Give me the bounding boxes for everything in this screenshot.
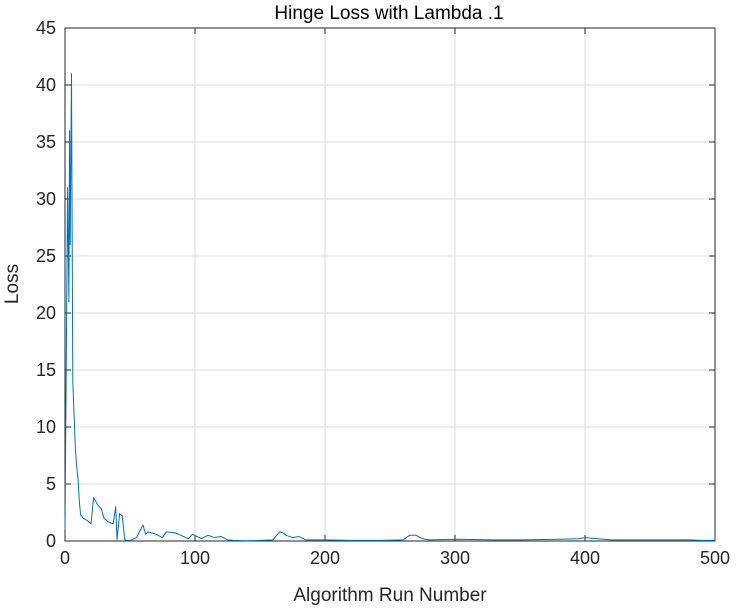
y-tick-label: 5: [46, 474, 56, 494]
x-tick-label: 0: [60, 548, 70, 568]
x-axis: 0 100 200 300 400 500: [60, 28, 730, 568]
x-tick-label: 300: [440, 548, 470, 568]
x-axis-label: Algorithm Run Number: [293, 585, 487, 606]
y-tick-label: 30: [36, 189, 56, 209]
grid-lines: [65, 28, 715, 541]
y-tick-label: 10: [36, 417, 56, 437]
chart-title: Hinge Loss with Lambda .1: [274, 3, 503, 24]
plot-area-frame: [64, 27, 716, 542]
x-tick-label: 200: [310, 548, 340, 568]
series-line: [64, 73, 715, 542]
y-tick-label: 25: [36, 246, 56, 266]
y-tick-label: 40: [36, 75, 56, 95]
y-tick-label: 45: [36, 18, 56, 38]
y-tick-label: 35: [36, 132, 56, 152]
y-axis-label: Loss: [2, 264, 23, 304]
data-series: [64, 73, 715, 542]
y-axis: 0 5 10 15 20 25 30 35 40 45: [36, 18, 715, 551]
y-tick-label: 0: [46, 531, 56, 551]
x-tick-label: 400: [570, 548, 600, 568]
y-tick-label: 20: [36, 303, 56, 323]
y-tick-label: 15: [36, 360, 56, 380]
x-tick-label: 100: [180, 548, 210, 568]
x-tick-label: 500: [700, 548, 730, 568]
